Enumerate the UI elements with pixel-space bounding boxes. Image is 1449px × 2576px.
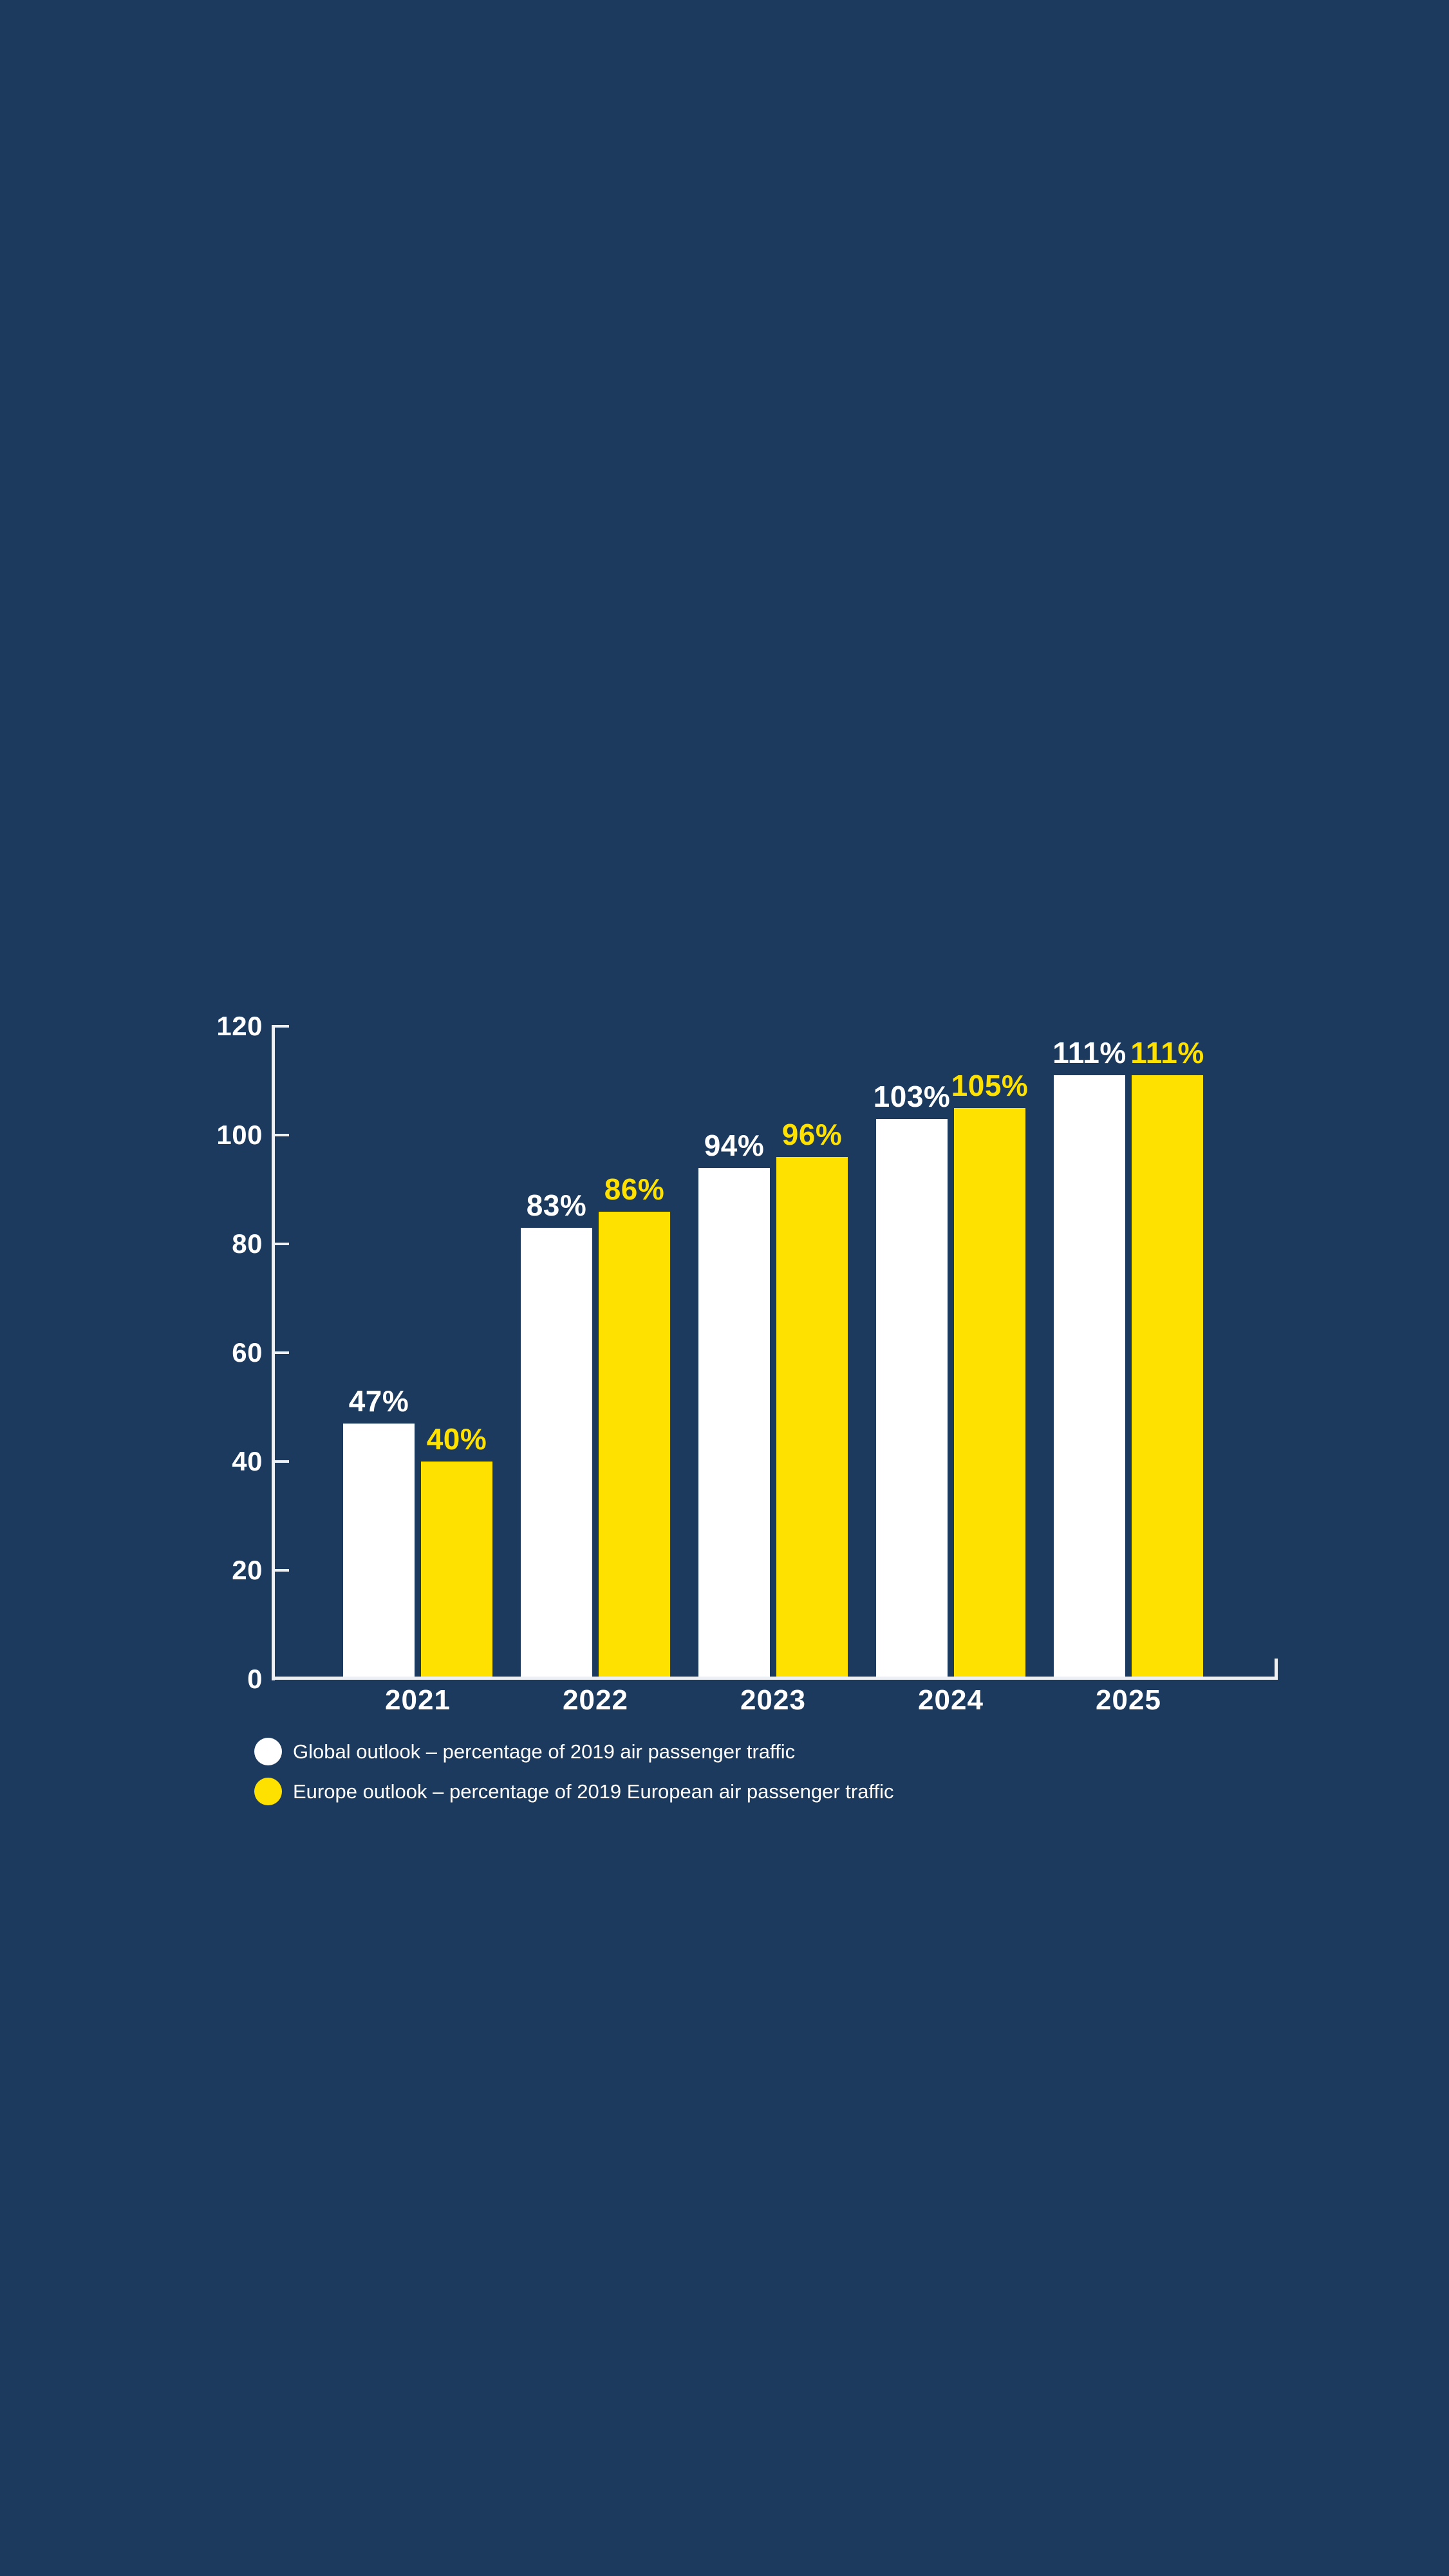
y-axis-tick-label: 0 (247, 1663, 263, 1694)
bar-europe-2021 (421, 1461, 492, 1677)
y-axis-tick (275, 1460, 289, 1463)
bar-europe-2025 (1132, 1075, 1203, 1677)
legend-label-global: Global outlook – percentage of 2019 air … (293, 1740, 796, 1763)
value-label-europe-2024: 105% (951, 1069, 1029, 1103)
y-axis-line (272, 1025, 275, 1680)
value-label-global-2025: 111% (1052, 1036, 1126, 1070)
y-axis-tick-label: 100 (216, 1120, 263, 1151)
bar-global-2025 (1054, 1075, 1125, 1677)
value-label-europe-2021: 40% (426, 1422, 487, 1456)
bar-europe-2024 (954, 1108, 1025, 1677)
x-axis-category-label: 2023 (740, 1684, 806, 1716)
value-label-global-2024: 103% (873, 1080, 951, 1113)
bar-europe-2022 (599, 1211, 670, 1677)
value-label-global-2021: 47% (348, 1384, 409, 1418)
x-axis-line (272, 1677, 1278, 1680)
y-axis-tick-label: 20 (232, 1554, 263, 1585)
y-axis-tick (275, 1025, 289, 1028)
legend-swatch-global-circle (254, 1737, 282, 1765)
x-axis-category-label: 2025 (1096, 1684, 1161, 1716)
bar-global-2023 (698, 1167, 770, 1677)
bar-europe-2023 (776, 1157, 848, 1677)
y-axis-tick-label: 60 (232, 1337, 263, 1368)
y-axis-tick (275, 1134, 289, 1137)
x-axis-category-label: 2024 (918, 1684, 984, 1716)
legend-swatch-europe-circle (254, 1777, 282, 1805)
bar-global-2024 (876, 1119, 948, 1677)
y-axis-tick (275, 1351, 289, 1354)
y-axis-tick-label: 120 (216, 1011, 263, 1042)
y-axis-tick (275, 1568, 289, 1572)
bar-global-2022 (521, 1227, 592, 1677)
y-axis-tick-label: 80 (232, 1228, 263, 1259)
value-label-global-2022: 83% (526, 1188, 587, 1222)
y-axis-tick-label: 40 (232, 1445, 263, 1476)
value-label-europe-2022: 86% (604, 1172, 665, 1206)
value-label-europe-2025: 111% (1130, 1036, 1204, 1070)
y-axis-tick (275, 1243, 289, 1246)
x-axis-category-label: 2021 (385, 1684, 451, 1716)
legend-label-europe: Europe outlook – percentage of 2019 Euro… (293, 1780, 894, 1803)
bar-global-2021 (343, 1423, 415, 1677)
x-axis-end-tick (1275, 1659, 1278, 1680)
value-label-europe-2023: 96% (781, 1118, 843, 1152)
value-label-global-2023: 94% (704, 1128, 765, 1162)
x-axis-category-label: 2022 (563, 1684, 628, 1716)
